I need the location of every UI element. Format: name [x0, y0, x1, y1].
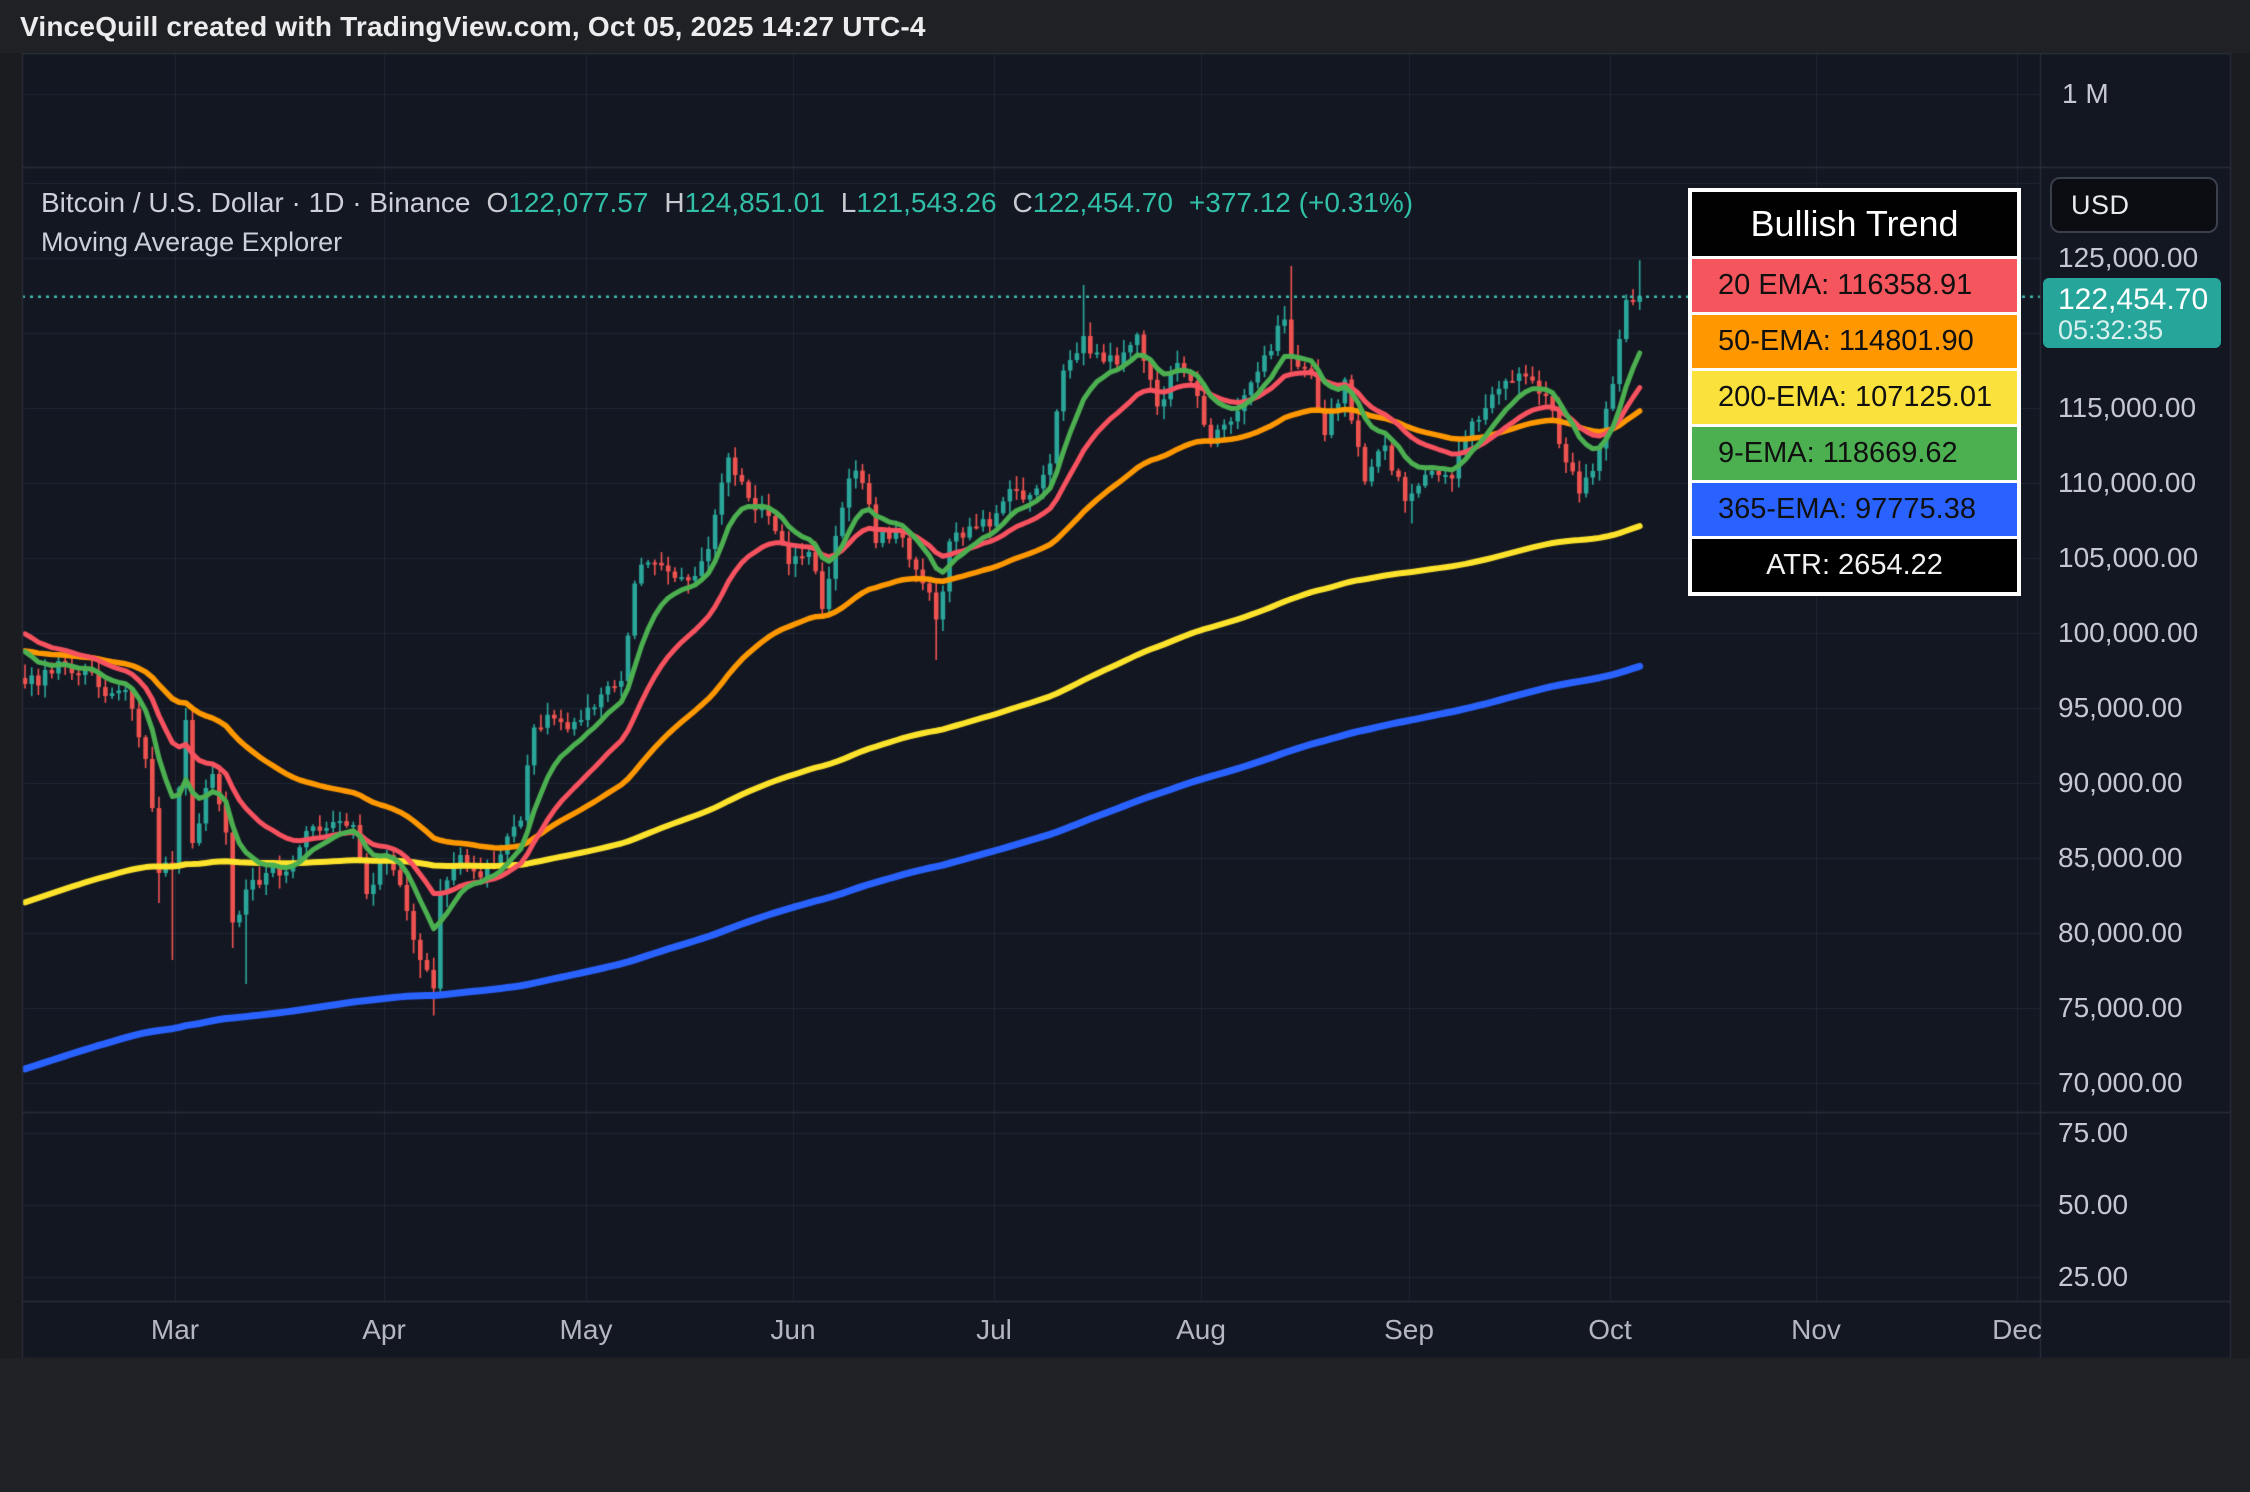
time-tick-jun: Jun: [770, 1313, 816, 1345]
symbol-ohlc-row: Bitcoin / U.S. Dollar · 1D · Binance O 1…: [41, 186, 1413, 220]
price-tick: 115,000.00: [2058, 392, 2197, 423]
time-tick-aug: Aug: [1176, 1313, 1226, 1345]
open-label: O: [486, 187, 509, 218]
ema365-row: 365-EMA: 97775.38: [1692, 480, 2017, 536]
time-tick-apr: Apr: [362, 1313, 406, 1345]
currency-label: USD: [2071, 189, 2130, 220]
price-tick: 80,000.00: [2058, 917, 2183, 948]
attribution-bar: VinceQuill created with TradingView.com,…: [0, 0, 2250, 53]
price-tick: 75,000.00: [2058, 992, 2183, 1023]
currency-toggle-button[interactable]: USD: [2050, 177, 2218, 233]
low-value: 121,543.26: [856, 187, 997, 218]
time-tick-mar: Mar: [150, 1313, 200, 1345]
time-tick-sep: Sep: [1384, 1313, 1434, 1345]
price-tick: 90,000.00: [2058, 767, 2183, 798]
last-price-value: 122,454.70: [2058, 283, 2209, 316]
ema9-row: 9-EMA: 118669.62: [1692, 424, 2017, 480]
last-price-label: 122,454.70 05:32:35: [2043, 278, 2221, 348]
footer-bar: TradingView: [0, 1358, 2250, 1492]
ema200-row: 200-EMA: 107125.01: [1692, 368, 2017, 424]
sub-pane-tick: 50.00: [2058, 1189, 2129, 1220]
sub-pane-tick: 25.00: [2058, 1261, 2129, 1292]
price-tick: 85,000.00: [2058, 842, 2183, 873]
indicator-title[interactable]: Moving Average Explorer: [41, 227, 343, 257]
time-tick-nov: Nov: [1791, 1313, 1841, 1345]
price-tick: 100,000.00: [2058, 617, 2199, 648]
ema50-row: 50-EMA: 114801.90: [1692, 312, 2017, 368]
attribution-text: VinceQuill created with TradingView.com,…: [20, 10, 926, 42]
pane-range-label: 1 M: [2062, 78, 2109, 109]
price-tick: 110,000.00: [2058, 467, 2197, 498]
bullish-trend-panel: Bullish Trend 20 EMA: 116358.91 50-EMA: …: [1688, 188, 2021, 596]
close-label: C: [1012, 187, 1033, 218]
high-label: H: [664, 187, 685, 218]
time-tick-jul: Jul: [976, 1313, 1012, 1345]
bar-countdown: 05:32:35: [2058, 315, 2164, 345]
price-tick: 95,000.00: [2058, 692, 2183, 723]
time-scale[interactable]: Mar Apr May Jun Jul Aug Sep Oct Nov Dec: [22, 1301, 2230, 1358]
symbol-title[interactable]: Bitcoin / U.S. Dollar · 1D · Binance: [41, 187, 471, 218]
atr-row: ATR: 2654.22: [1692, 536, 2017, 592]
time-tick-dec: Dec: [1992, 1313, 2042, 1345]
ema20-row: 20 EMA: 116358.91: [1692, 256, 2017, 312]
time-tick-oct: Oct: [1588, 1313, 1632, 1345]
change-value: +377.12 (+0.31%): [1188, 187, 1414, 218]
price-tick: 70,000.00: [2058, 1067, 2183, 1098]
price-scale[interactable]: 125,000.00 115,000.00 110,000.00 105,000.00…: [2040, 53, 2230, 1358]
low-label: L: [840, 187, 857, 218]
close-value: 122,454.70: [1032, 187, 1173, 218]
high-value: 124,851.01: [684, 187, 825, 218]
open-value: 122,077.57: [508, 187, 649, 218]
chart-legend[interactable]: Bitcoin / U.S. Dollar · 1D · Binance O 1…: [41, 186, 1413, 259]
trend-title: Bullish Trend: [1692, 192, 2017, 256]
price-tick: 125,000.00: [2058, 242, 2199, 273]
price-tick: 105,000.00: [2058, 542, 2199, 573]
sub-pane-tick: 75.00: [2058, 1117, 2129, 1148]
time-tick-may: May: [559, 1313, 613, 1345]
